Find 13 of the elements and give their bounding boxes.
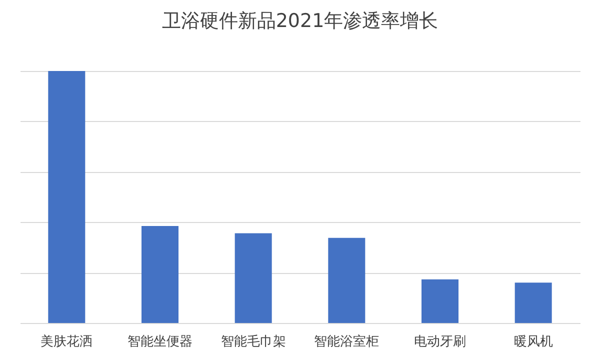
- bar: [514, 282, 552, 323]
- bar: [422, 279, 458, 323]
- bar: [234, 233, 272, 323]
- chart-title: 卫浴硬件新品2021年渗透率增长: [162, 10, 438, 32]
- x-tick-label: 智能坐便器: [128, 334, 192, 350]
- bar: [48, 71, 86, 323]
- bar: [328, 238, 366, 323]
- x-tick-label: 智能浴室柜: [314, 334, 380, 350]
- bar: [142, 226, 178, 323]
- x-tick-label: 美肤花洒: [40, 334, 93, 350]
- x-tick-label: 电动牙刷: [414, 334, 466, 350]
- x-tick-label: 暖风机: [514, 334, 553, 350]
- x-tick-label: 智能毛巾架: [220, 334, 286, 350]
